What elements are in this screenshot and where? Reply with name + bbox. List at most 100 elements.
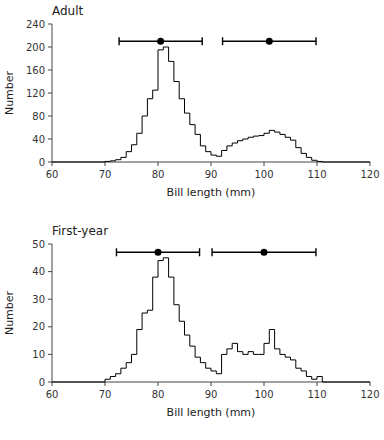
histogram-step (216, 371, 221, 374)
histogram-step (354, 162, 359, 163)
histogram-step (153, 277, 158, 310)
histogram-step (57, 162, 62, 163)
histogram-step (63, 382, 68, 383)
histogram-step (179, 82, 184, 99)
y-tick-label: 0 (39, 377, 45, 388)
interval-cap (199, 248, 200, 256)
histogram-step (163, 258, 168, 261)
histogram-step (79, 162, 84, 163)
y-tick (48, 139, 52, 140)
histogram-step (344, 162, 349, 163)
interval-cap (222, 37, 223, 45)
histogram-step (238, 343, 243, 351)
y-tick-label: 10 (32, 349, 45, 360)
histogram-step (259, 135, 264, 137)
x-tick (370, 162, 371, 166)
histogram-step (132, 145, 137, 152)
y-tick (48, 271, 52, 272)
plot-area (52, 248, 370, 382)
histogram-step (312, 157, 317, 160)
histogram-step (132, 354, 137, 362)
histogram-step (190, 335, 195, 346)
panel: Adult6070809010011012004080120160200240B… (3, 4, 380, 199)
histogram-step (116, 160, 121, 161)
x-tick (105, 162, 106, 166)
histogram-step (105, 379, 110, 382)
histogram-step (359, 382, 364, 383)
x-tick (158, 162, 159, 166)
histogram-step (322, 376, 327, 382)
x-tick (370, 382, 371, 386)
histogram-step (126, 152, 131, 158)
x-tick (264, 382, 265, 386)
x-tick-label: 60 (46, 389, 59, 400)
interval-mean (155, 249, 162, 256)
histogram-step (317, 376, 322, 379)
x-tick-label: 100 (254, 389, 273, 400)
x-tick (52, 162, 53, 166)
histogram-step (110, 160, 115, 162)
histogram-step (121, 157, 126, 159)
x-axis-label: Bill length (mm) (167, 406, 256, 419)
histogram-step (94, 382, 99, 383)
histogram-step (291, 137, 296, 140)
histogram-step (52, 382, 57, 383)
histogram-step (232, 343, 237, 349)
histogram-step (275, 130, 280, 132)
x-tick (211, 382, 212, 386)
histogram-step (317, 160, 322, 161)
interval-cap (118, 37, 119, 45)
y-tick (48, 70, 52, 71)
histogram-step (211, 152, 216, 155)
histogram-step (100, 162, 105, 163)
x-tick (158, 382, 159, 386)
interval-cap (202, 37, 203, 45)
histogram-step (338, 162, 343, 163)
histogram-step (338, 382, 343, 383)
histogram-step (259, 354, 264, 355)
x-tick (52, 382, 53, 386)
histogram-step (280, 132, 285, 134)
x-tick-label: 70 (99, 169, 112, 180)
histogram-step (137, 330, 142, 355)
histogram-step (73, 382, 78, 383)
y-tick (48, 24, 52, 25)
y-tick (48, 93, 52, 94)
histogram-step (306, 371, 311, 377)
histogram-step (147, 310, 152, 313)
x-tick-label: 80 (152, 169, 165, 180)
histogram-step (169, 258, 174, 277)
interval-cap (211, 248, 212, 256)
y-tick-label: 80 (32, 111, 45, 122)
x-tick-label: 90 (205, 389, 218, 400)
histogram-step (349, 382, 354, 383)
histogram-step (238, 141, 243, 143)
histogram-step (137, 133, 142, 145)
panel-title: First-year (52, 224, 108, 238)
figure: Adult6070809010011012004080120160200240B… (0, 0, 384, 440)
y-tick (48, 354, 52, 355)
histogram-step (349, 162, 354, 163)
histogram-step (195, 346, 200, 357)
histogram-step (200, 357, 205, 363)
y-tick-label: 120 (26, 88, 45, 99)
histogram-step (195, 125, 200, 135)
histogram-step (174, 61, 179, 81)
histogram-step (52, 162, 57, 163)
histogram-step (322, 161, 327, 163)
x-tick (211, 162, 212, 166)
y-tick-label: 200 (26, 42, 45, 53)
histogram-step (296, 140, 301, 147)
interval-cap (315, 37, 316, 45)
histogram-step (169, 47, 174, 61)
histogram-step (354, 382, 359, 383)
y-axis-line (52, 244, 53, 382)
x-tick (264, 162, 265, 166)
x-tick-label: 110 (307, 169, 326, 180)
histogram-step (100, 382, 105, 383)
x-tick (105, 382, 106, 386)
histogram-step (306, 153, 311, 157)
histogram-step (57, 382, 62, 383)
histogram-step (232, 143, 237, 146)
histogram-step (179, 305, 184, 322)
